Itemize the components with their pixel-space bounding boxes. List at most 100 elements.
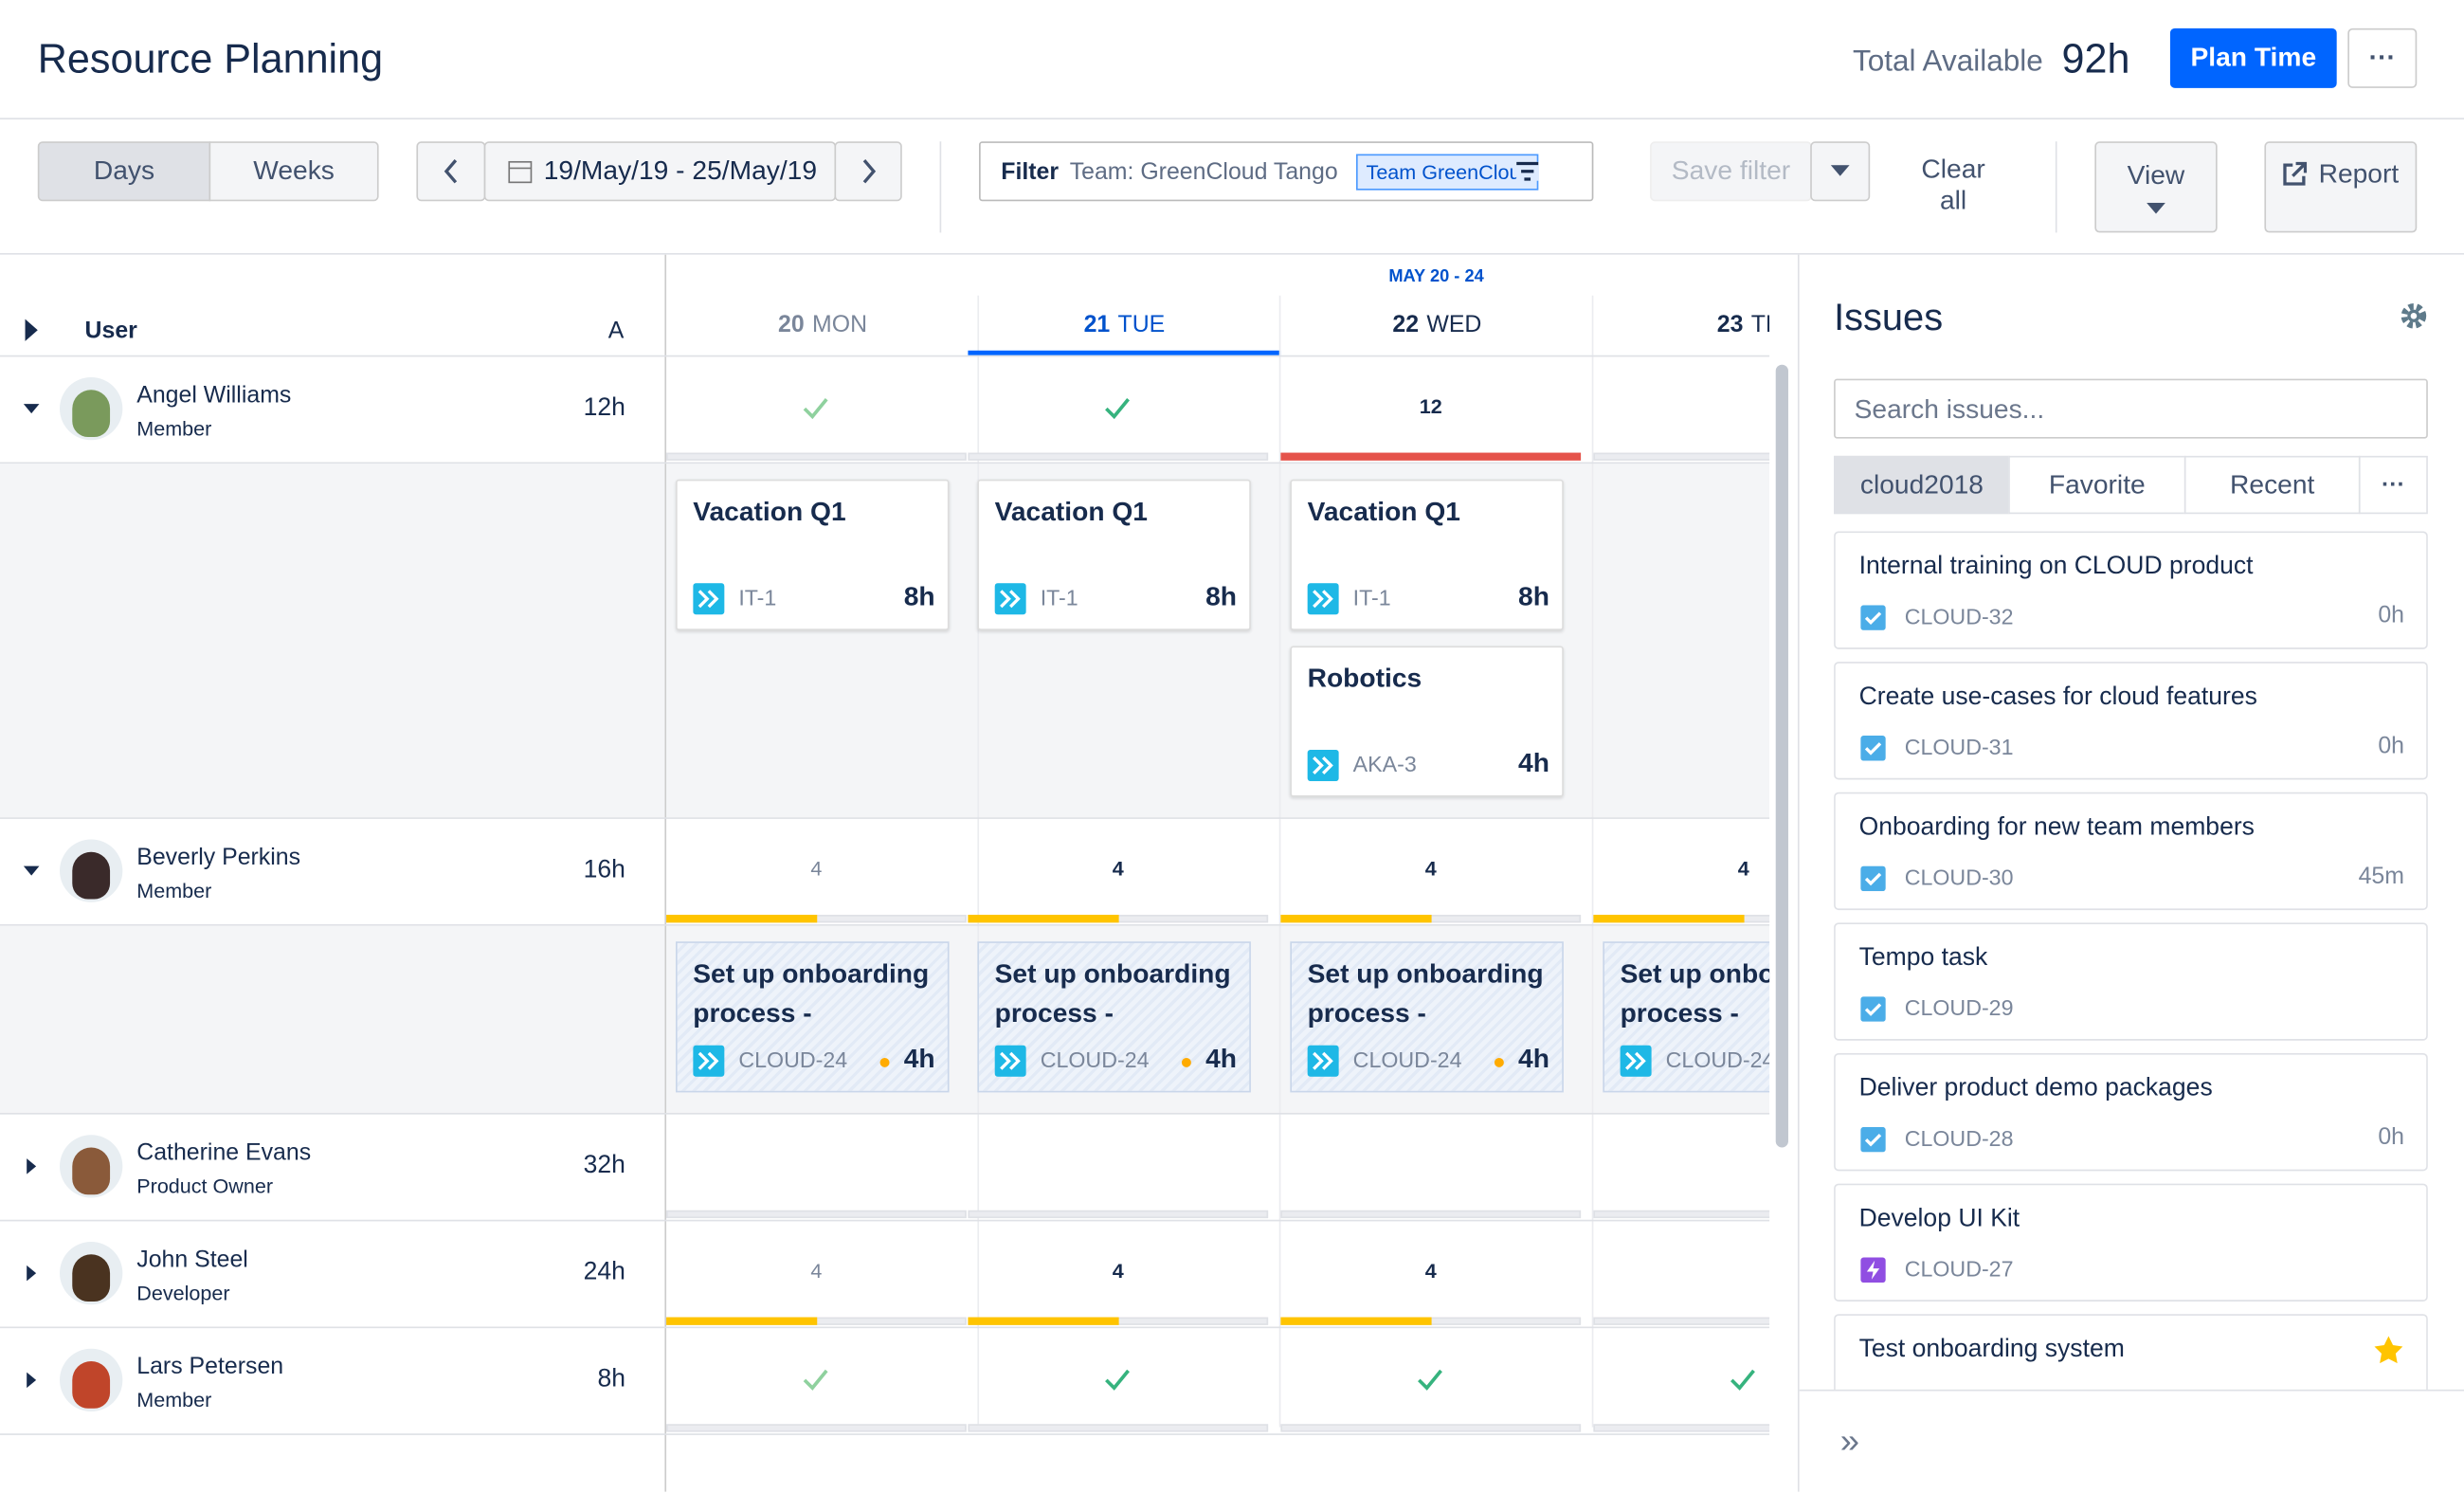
issue-card[interactable]: Internal training on CLOUD product CLOUD-…: [1834, 531, 2428, 649]
issue-tab[interactable]: Favorite: [2008, 455, 2186, 515]
issue-key: CLOUD-27: [1904, 1255, 2014, 1282]
issue-tab[interactable]: Recent: [2183, 455, 2361, 515]
issue-card[interactable]: Test onboarding system: [1834, 1314, 2428, 1390]
issue-list: Internal training on CLOUD product CLOUD-…: [1834, 531, 2428, 1390]
task-card[interactable]: Vacation Q1 IT-1 8h: [977, 479, 1251, 630]
capacity-track: [968, 1210, 1269, 1219]
avatar: [60, 376, 123, 441]
day-name: MON: [812, 311, 868, 338]
task-title: Set up onboarding process -: [1620, 958, 1770, 1029]
issue-icon: [1860, 736, 1886, 761]
issue-card[interactable]: Deliver product demo packages CLOUD-28 0h: [1834, 1052, 2428, 1172]
day-header: 22 WED: [1280, 311, 1593, 337]
check-icon: [803, 398, 828, 420]
day-load: 4: [1424, 856, 1437, 881]
tabs-more[interactable]: ···: [2358, 455, 2428, 515]
issues-panel: Issues Search issues... cloud2018 Favorit…: [1797, 254, 2464, 1492]
expand-all[interactable]: [22, 318, 41, 343]
plan-time-button[interactable]: Plan Time: [2169, 27, 2337, 88]
expand-caret: [27, 1265, 37, 1282]
capacity-bar: [1280, 1317, 1431, 1325]
column-line: [1278, 295, 1281, 1428]
avatar: [60, 839, 123, 902]
task-card[interactable]: Robotics AKA-3 4h: [1290, 646, 1564, 797]
user-header: User: [84, 317, 137, 345]
view-label: View: [2127, 159, 2185, 190]
today-underline: [968, 350, 1281, 355]
check-icon: [1418, 1369, 1442, 1391]
issue-key: CLOUD-28: [1904, 1125, 2014, 1151]
divider: [1799, 1389, 2464, 1392]
filter-chip[interactable]: Team GreenCloud T: [1356, 153, 1539, 190]
hours-header: A: [607, 317, 625, 345]
user-role: Member: [136, 878, 212, 902]
issue-key: CLOUD-32: [1904, 603, 2014, 629]
search-input[interactable]: Search issues...: [1834, 378, 2428, 439]
settings-icon[interactable]: [2400, 301, 2428, 330]
capacity-track: [1593, 1210, 1770, 1219]
pending-dot: [1494, 1057, 1504, 1067]
user-hours: 12h: [583, 394, 625, 422]
capacity-track: [1280, 1424, 1582, 1432]
user-hours: 16h: [583, 856, 625, 883]
day-number: 20: [778, 311, 805, 338]
day-name: TH: [1750, 311, 1769, 338]
scrollbar[interactable]: [1775, 364, 1788, 1148]
save-filter-dropdown[interactable]: [1810, 141, 1871, 202]
user-role: Member: [136, 1388, 212, 1412]
weeks-tab[interactable]: Weeks: [208, 141, 379, 202]
issue-tab[interactable]: cloud2018: [1834, 455, 2010, 515]
issue-card[interactable]: Develop UI Kit CLOUD-27: [1834, 1183, 2428, 1302]
task-card[interactable]: Vacation Q1 IT-1 8h: [1290, 479, 1564, 630]
view-button[interactable]: View: [2094, 141, 2218, 233]
day-header: 20 MON: [666, 311, 979, 337]
filter-box[interactable]: Filter Team: GreenCloud Tango Team Green…: [979, 141, 1594, 202]
expand-caret: [27, 1372, 37, 1389]
collapse-caret: [23, 404, 40, 414]
issue-tabs: cloud2018 Favorite Recent ···: [1834, 455, 2428, 515]
report-label: Report: [2318, 158, 2400, 189]
capacity-track: [666, 1424, 967, 1432]
more-button[interactable]: ···: [2347, 27, 2418, 88]
issue-time: 0h: [2378, 602, 2404, 629]
separator: [2055, 141, 2057, 233]
task-card[interactable]: Vacation Q1 IT-1 8h: [676, 479, 950, 630]
task-title: Set up onboarding process -: [693, 958, 930, 1029]
prev-button[interactable]: [416, 141, 486, 202]
star-icon: [2374, 1336, 2403, 1364]
day-load: 4: [1424, 1259, 1437, 1284]
task-title: Vacation Q1: [1307, 496, 1460, 527]
user-hours: 8h: [597, 1365, 625, 1393]
page-title: Resource Planning: [37, 34, 384, 82]
avatar-face: [72, 1147, 111, 1195]
capacity-bar: [1593, 915, 1744, 923]
filter-text: Team: GreenCloud Tango: [1069, 157, 1338, 185]
task-row-line: [0, 817, 1770, 819]
issue-card[interactable]: Onboarding for new team members CLOUD-30 4…: [1834, 792, 2428, 911]
day-load: 4: [810, 856, 823, 881]
chevron: [444, 159, 458, 184]
total-label: Total Available: [1852, 46, 2043, 79]
next-button[interactable]: [834, 141, 902, 202]
days-tab[interactable]: Days: [37, 141, 211, 202]
check-icon: [1105, 1369, 1130, 1391]
collapse-panel[interactable]: »: [1839, 1420, 1860, 1461]
issue-icon: [1860, 865, 1886, 892]
issue-icon: [1860, 1126, 1886, 1153]
column-line: [1591, 295, 1594, 1428]
capacity-track: [1593, 1317, 1770, 1325]
issue-card[interactable]: Create use-cases for cloud features CLOUD…: [1834, 662, 2428, 780]
issue-card[interactable]: Tempo task CLOUD-29: [1834, 922, 2428, 1041]
save-filter-button[interactable]: Save filter: [1650, 141, 1812, 202]
date-range[interactable]: 19/May/19 - 25/May/19: [483, 141, 837, 202]
date-range-text: 19/May/19 - 25/May/19: [543, 155, 818, 186]
issue-time: 0h: [2378, 1123, 2404, 1151]
day-number: 21: [1083, 311, 1111, 338]
clear-all-button[interactable]: Clear all: [1921, 154, 1985, 216]
report-button[interactable]: Report: [2264, 141, 2418, 233]
issue-key: CLOUD-29: [1904, 994, 2014, 1021]
